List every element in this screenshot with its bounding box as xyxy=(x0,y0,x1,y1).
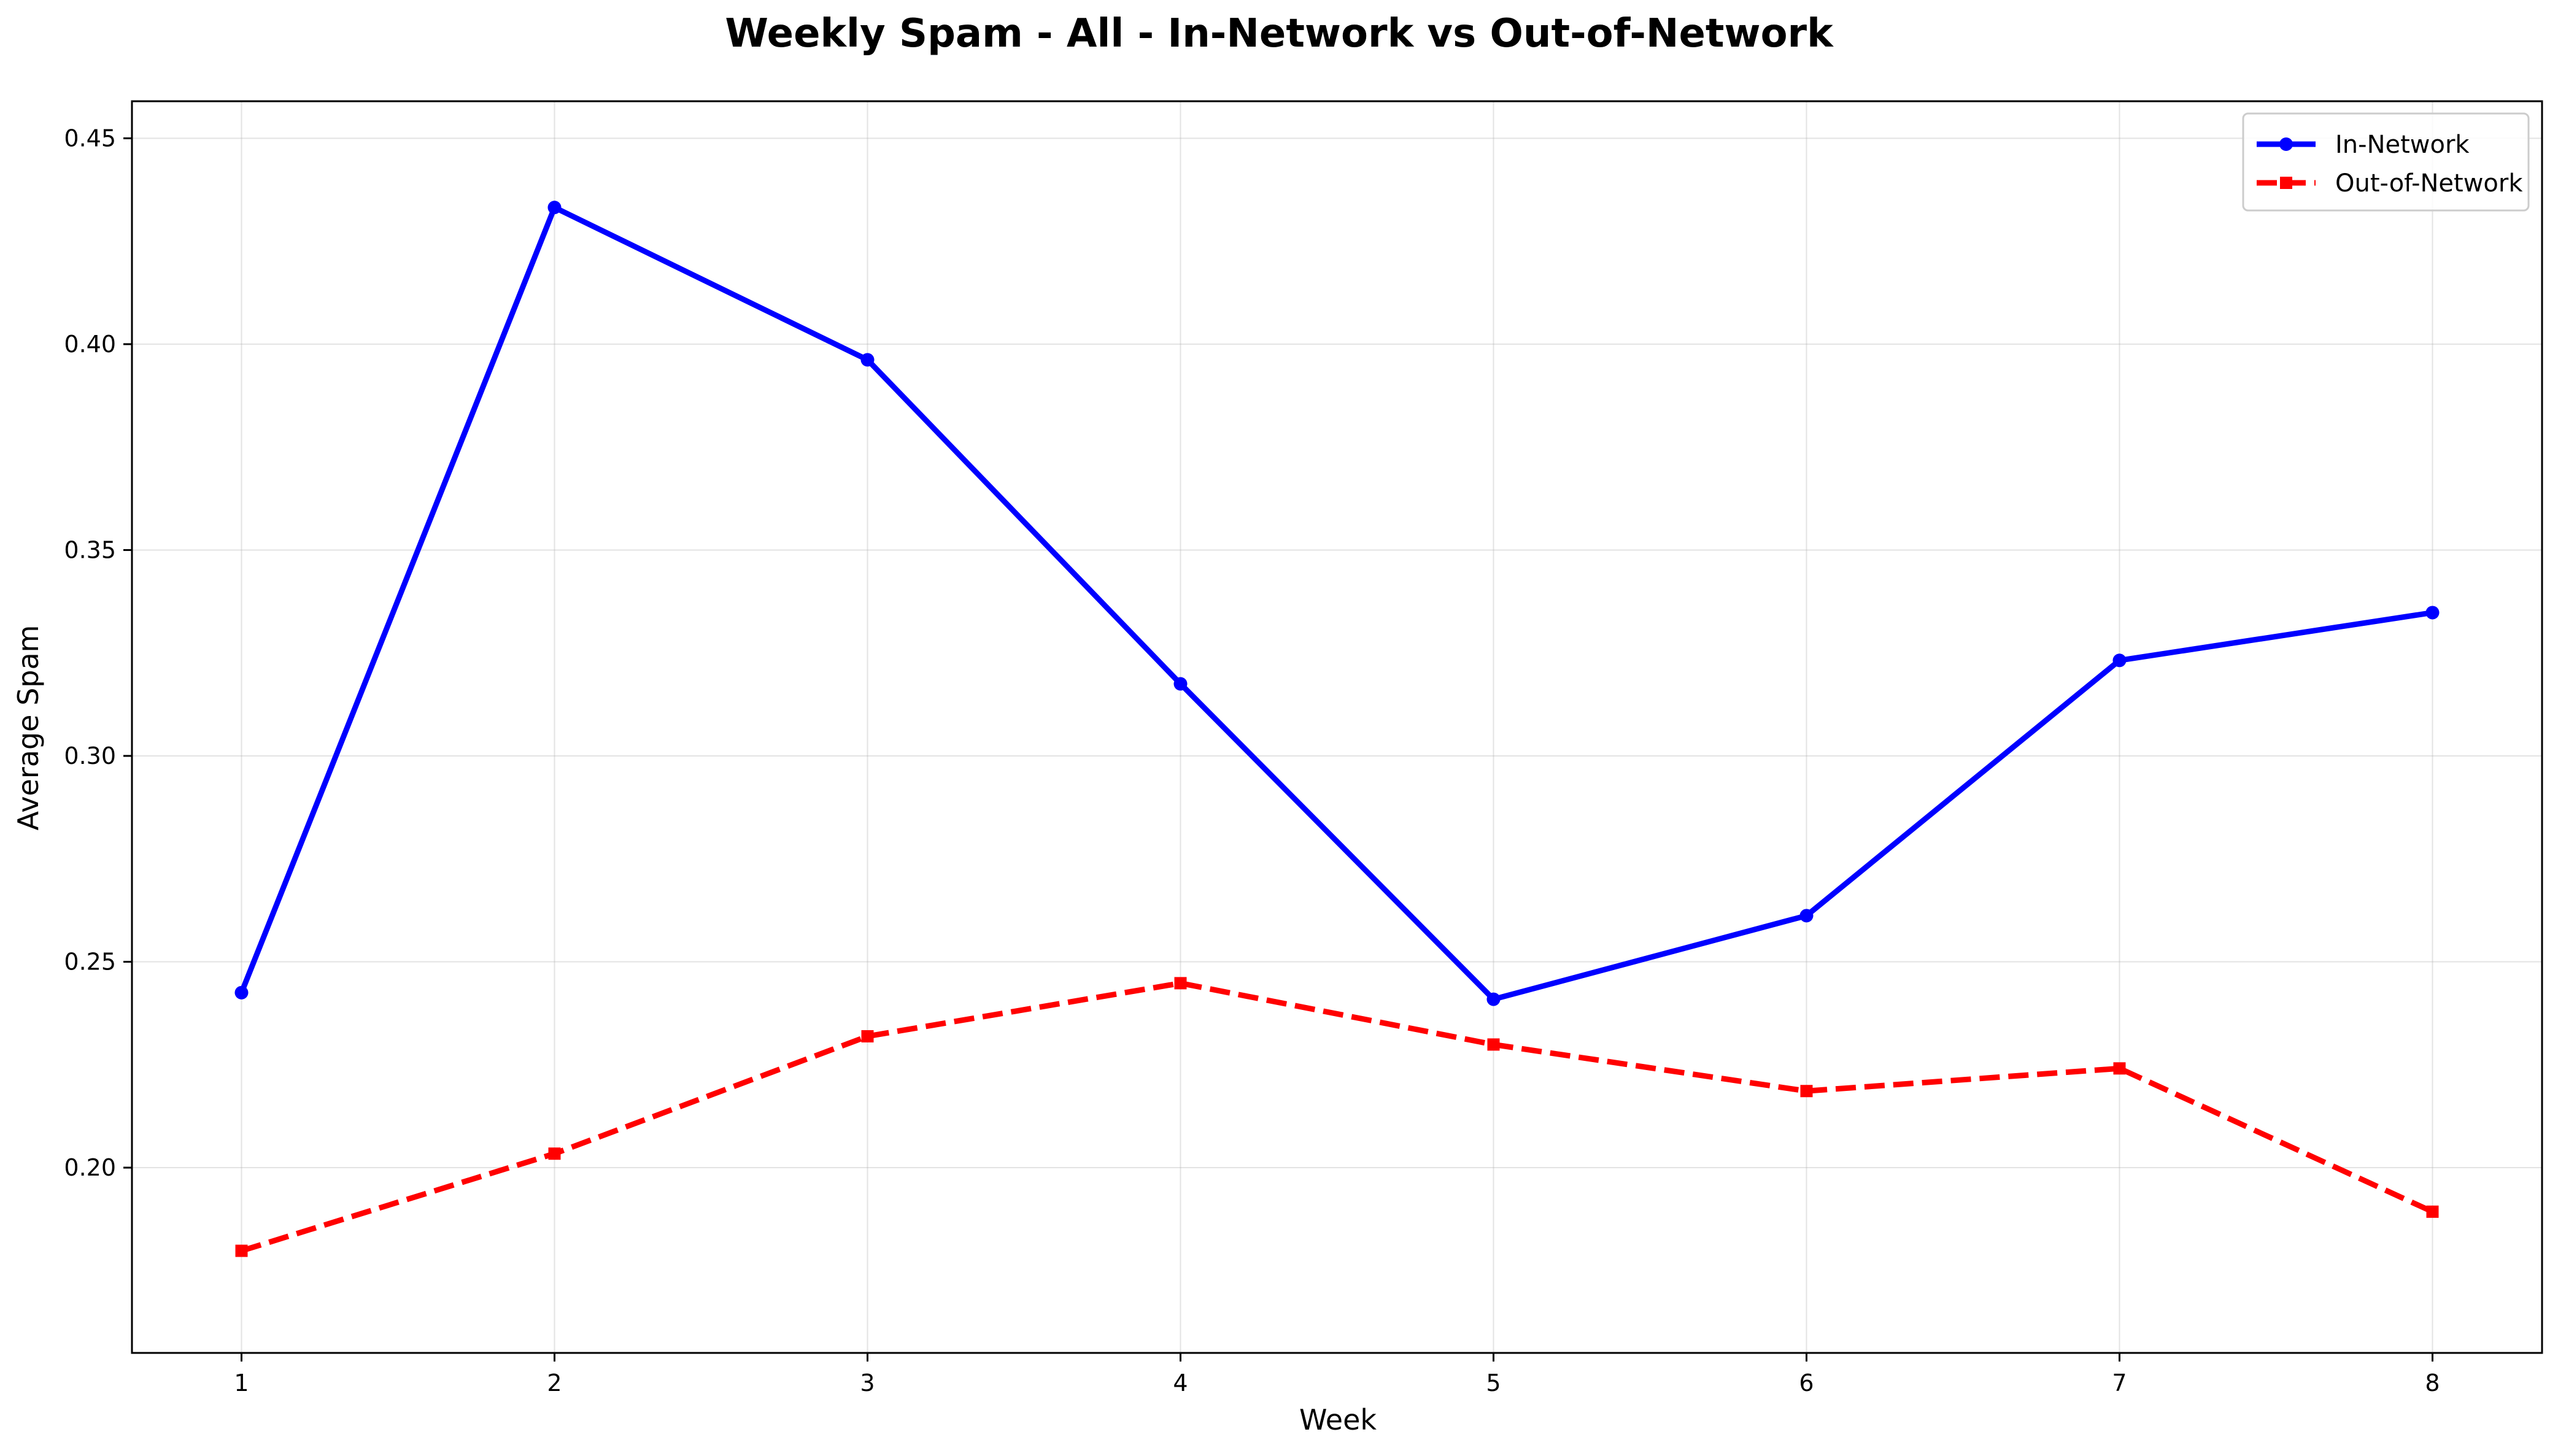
data-point xyxy=(1487,1038,1500,1051)
data-point xyxy=(860,353,875,367)
y-tick-label: 0.35 xyxy=(64,536,116,563)
data-point xyxy=(1799,909,1814,923)
data-point xyxy=(2112,653,2127,668)
legend-marker xyxy=(2280,177,2292,189)
legend-item: In-Network xyxy=(2257,131,2470,159)
y-tick-label: 0.45 xyxy=(64,125,116,152)
data-point xyxy=(1486,992,1501,1006)
data-point xyxy=(235,1244,248,1257)
x-tick-label: 7 xyxy=(2112,1369,2127,1396)
legend-label: In-Network xyxy=(2335,131,2470,159)
x-tick-label: 3 xyxy=(860,1369,875,1396)
y-axis: 0.20 0.25 0.30 0.35 0.40 0.45 xyxy=(64,125,132,1181)
data-point xyxy=(1800,1085,1813,1098)
x-tick-label: 1 xyxy=(234,1369,249,1396)
series-layer xyxy=(234,201,2440,1257)
data-point xyxy=(548,1147,561,1160)
x-tick-label: 4 xyxy=(1173,1369,1188,1396)
series-line xyxy=(239,204,2435,1003)
x-tick-label: 6 xyxy=(1799,1369,1814,1396)
y-tick-label: 0.20 xyxy=(64,1154,116,1181)
y-tick-label: 0.25 xyxy=(64,949,116,976)
series-in-network xyxy=(234,201,2440,1006)
series-line xyxy=(241,980,2434,1254)
x-tick-label: 8 xyxy=(2425,1369,2440,1396)
data-point xyxy=(234,985,249,1000)
legend-label: Out-of-Network xyxy=(2335,169,2523,198)
y-axis-label: Average Spam xyxy=(12,625,45,831)
x-tick-label: 5 xyxy=(1486,1369,1501,1396)
series-out-of-network xyxy=(235,977,2439,1257)
legend-box xyxy=(2242,112,2530,212)
grid xyxy=(132,101,2542,1353)
legend: In-Network Out-of-Network xyxy=(2242,112,2530,212)
data-point xyxy=(2425,606,2440,620)
chart-title: Weekly Spam - All - In-Network vs Out-of… xyxy=(725,11,1834,56)
data-point xyxy=(1173,677,1188,691)
data-point xyxy=(2426,1205,2439,1218)
x-axis: 1 2 3 4 5 6 7 8 xyxy=(234,1353,2440,1396)
x-tick-label: 2 xyxy=(547,1369,562,1396)
data-point xyxy=(547,201,562,215)
data-point xyxy=(1174,977,1187,990)
y-tick-label: 0.30 xyxy=(64,742,116,769)
plot-frame xyxy=(131,100,2543,1354)
data-point xyxy=(861,1030,874,1042)
x-axis-label: Week xyxy=(1299,1403,1377,1436)
y-tick-label: 0.40 xyxy=(64,331,116,358)
legend-item: Out-of-Network xyxy=(2257,169,2523,198)
legend-marker xyxy=(2279,137,2293,151)
data-point xyxy=(2113,1062,2126,1075)
